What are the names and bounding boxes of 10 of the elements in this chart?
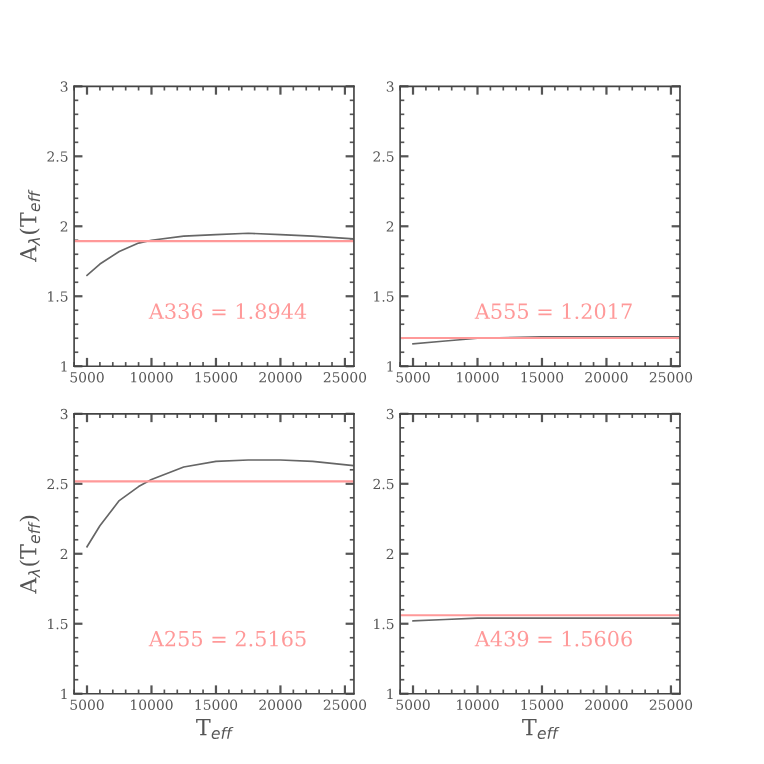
ref-line-label: A255 = 2.5165 bbox=[148, 630, 306, 647]
line-series bbox=[86, 232, 354, 277]
y-axis-title: A$_{λ}$(T$_{eff}$ bbox=[19, 189, 41, 262]
y-axis-title: A$_{λ}$(T$_{eff}$) bbox=[19, 515, 41, 594]
line-series bbox=[86, 459, 354, 548]
x-axis-title: T$_{eff}$ bbox=[196, 718, 234, 739]
x-axis-title: T$_{eff}$ bbox=[522, 718, 560, 739]
ref-line-label: A336 = 1.8944 bbox=[148, 303, 307, 320]
ref-line-label: A439 = 1.5606 bbox=[474, 630, 632, 647]
ref-line-label: A555 = 1.2017 bbox=[474, 303, 632, 320]
